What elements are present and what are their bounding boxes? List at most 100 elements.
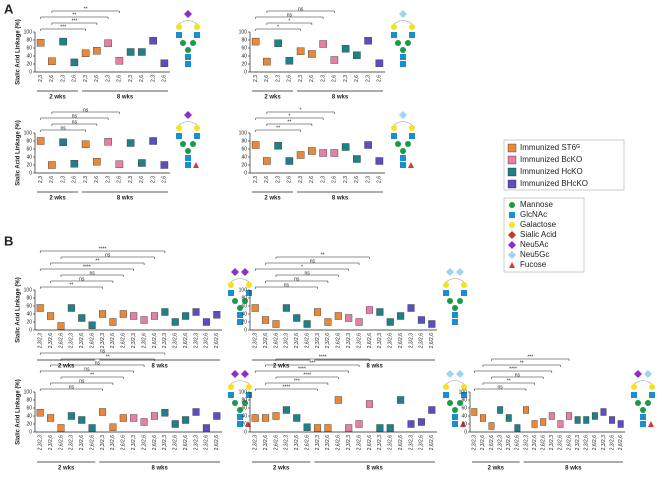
- glycan-link: [393, 121, 413, 126]
- glycan-icon: [242, 298, 248, 304]
- x-tick-label: 2,3: [298, 176, 304, 183]
- y-tick-label: 0: [244, 327, 247, 333]
- sig-bracket: [254, 388, 318, 391]
- box: [262, 316, 270, 324]
- y-tick-label: 60: [26, 45, 32, 51]
- sig-label: **: [507, 378, 511, 384]
- sig-bracket: [51, 111, 120, 114]
- box: [334, 312, 342, 320]
- box: [104, 138, 112, 146]
- glycan-icon: [237, 312, 243, 318]
- box: [70, 160, 79, 168]
- glycan-icon: [460, 421, 466, 427]
- group-label: 2 wks: [264, 95, 281, 101]
- y-tick-label: 60: [241, 45, 247, 51]
- x-tick-label: 2,3: [275, 75, 281, 82]
- box: [330, 149, 339, 157]
- x-tick-label: 2,3/2,6: [325, 333, 331, 349]
- sig-bracket: [51, 22, 98, 25]
- sig-bracket: [39, 268, 134, 271]
- glycan-legend-frame: [503, 197, 585, 273]
- glycan-icon: [232, 298, 238, 304]
- x-tick-label: 2,3/2,6: [204, 333, 210, 349]
- x-tick-label: 2,6: [162, 75, 168, 82]
- x-tick-label: 2,6: [139, 75, 145, 82]
- y-tick-label: 40: [241, 53, 247, 59]
- box: [171, 318, 179, 326]
- sig-label: **: [106, 354, 110, 360]
- y-tick-label: 60: [26, 405, 32, 411]
- box: [160, 161, 169, 169]
- x-tick-label: 2,6: [117, 176, 123, 183]
- box: [202, 424, 210, 432]
- legend-swatch: [507, 167, 517, 177]
- glycan-icon: [461, 384, 467, 390]
- glycan-icon: [635, 400, 641, 406]
- x-tick-label: 2,6/2,6: [592, 435, 598, 451]
- group-label: 8 wks: [332, 196, 349, 202]
- x-tick-label: 2,3/2,6: [388, 435, 394, 451]
- x-tick-label: 2,6/2,6: [89, 435, 95, 451]
- box: [104, 39, 112, 47]
- sig-label: ***: [527, 354, 533, 360]
- box: [138, 159, 146, 167]
- y-tick-label: 20: [241, 162, 247, 168]
- x-tick-label: 2,3/2,6: [356, 435, 362, 451]
- glycan-icon: [190, 141, 196, 147]
- sig-bracket: [265, 280, 329, 283]
- glycan-icon: [391, 32, 397, 38]
- x-tick-label: 2,3/2,3: [131, 435, 137, 451]
- glycan-legend-icon: [508, 241, 516, 249]
- x-tick-label: 2,3: [320, 176, 326, 183]
- sig-bracket: [40, 28, 86, 31]
- glycan-icon: [395, 141, 401, 147]
- x-tick-label: 2,3: [83, 176, 89, 183]
- glycan-icon: [457, 298, 463, 304]
- glycan-icon: [237, 305, 243, 311]
- box: [319, 40, 327, 48]
- sig-bracket: [40, 16, 109, 19]
- sig-label: ns: [84, 366, 90, 372]
- x-tick-label: 2,3: [105, 176, 111, 183]
- x-tick-label: 2,3/2,3: [601, 435, 607, 451]
- x-tick-label: 2,6: [72, 176, 78, 183]
- box: [81, 49, 90, 57]
- y-tick-label: 100: [239, 130, 248, 136]
- box: [36, 409, 44, 417]
- x-tick-label: 2,6/2,6: [183, 435, 189, 451]
- glycan-icon: [443, 282, 449, 288]
- x-tick-label: 2,6/2,6: [121, 435, 127, 451]
- legend-label: Immunized HcKO: [520, 167, 583, 176]
- y-tick-label: 0: [29, 69, 32, 75]
- y-tick-label: 60: [241, 303, 247, 309]
- y-tick-label: 60: [26, 303, 32, 309]
- box: [192, 408, 200, 416]
- glycan-icon: [194, 32, 200, 38]
- box: [407, 304, 415, 312]
- panel-label: B: [4, 233, 13, 248]
- glycan-icon: [176, 24, 182, 30]
- box: [282, 406, 290, 414]
- x-tick-label: 2,3/2,3: [69, 435, 75, 451]
- glycan-link: [633, 380, 653, 385]
- x-tick-label: 2,6/2,6: [336, 333, 342, 349]
- x-tick-label: 2,3/2,6: [558, 435, 564, 451]
- box: [149, 137, 157, 145]
- sig-label: ***: [60, 24, 66, 30]
- sig-label: ****: [303, 372, 311, 378]
- y-tick-label: 80: [241, 397, 247, 403]
- glycan-legend-label: Mannose: [520, 200, 553, 209]
- y-tick-label: 40: [461, 413, 467, 419]
- x-tick-label: 2,3/2,3: [497, 435, 503, 451]
- x-tick-label: 2,3/2,6: [419, 333, 425, 349]
- box: [600, 408, 607, 416]
- box: [251, 141, 260, 149]
- x-tick-label: 2,3: [320, 75, 326, 82]
- glycan-icon: [409, 133, 415, 139]
- x-tick-label: 2,3/2,6: [79, 333, 85, 349]
- sig-bracket: [40, 129, 86, 132]
- x-tick-label: 2,3/2,6: [204, 435, 210, 451]
- sig-label: **: [287, 119, 291, 125]
- box: [314, 308, 322, 316]
- y-tick-label: 80: [461, 397, 467, 403]
